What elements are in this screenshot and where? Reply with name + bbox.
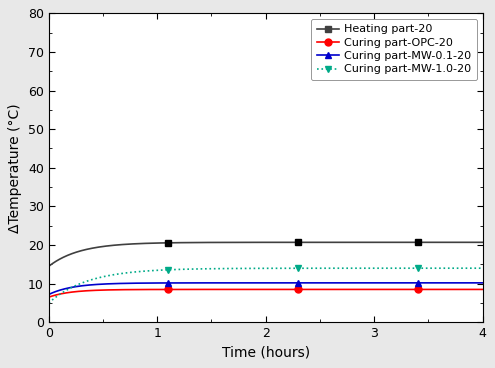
Curing part-OPC-20 bbox=[373, 287, 379, 291]
Line: Heating part-20: Heating part-20 bbox=[49, 242, 483, 266]
Legend: Heating part-20, Curing part-OPC-20, Curing part-MW-0.1-20, Curing part-MW-1.0-2: Heating part-20, Curing part-OPC-20, Cur… bbox=[311, 19, 477, 80]
Curing part-OPC-20 bbox=[336, 287, 342, 291]
Curing part-MW-0.1-20 bbox=[123, 281, 129, 286]
Curing part-MW-1.0-20 bbox=[336, 266, 342, 270]
Curing part-MW-0.1-20 bbox=[46, 292, 51, 297]
Curing part-MW-0.1-20 bbox=[373, 281, 379, 285]
Curing part-MW-1.0-20 bbox=[46, 301, 51, 305]
Y-axis label: ΔTemperature (°C): ΔTemperature (°C) bbox=[8, 103, 22, 233]
Curing part-MW-1.0-20 bbox=[242, 266, 248, 270]
Curing part-MW-1.0-20 bbox=[157, 268, 163, 272]
Curing part-MW-0.1-20 bbox=[336, 281, 342, 285]
Curing part-OPC-20 bbox=[242, 287, 248, 291]
Curing part-OPC-20 bbox=[123, 287, 129, 292]
Curing part-OPC-20 bbox=[46, 295, 51, 299]
Curing part-MW-1.0-20 bbox=[301, 266, 307, 270]
Heating part-20 bbox=[480, 240, 486, 244]
Heating part-20 bbox=[46, 264, 51, 269]
Curing part-MW-0.1-20 bbox=[480, 281, 486, 285]
Curing part-OPC-20 bbox=[157, 287, 163, 292]
Heating part-20 bbox=[242, 240, 248, 245]
Heating part-20 bbox=[336, 240, 342, 244]
Curing part-OPC-20 bbox=[301, 287, 307, 291]
Curing part-MW-0.1-20 bbox=[301, 281, 307, 285]
X-axis label: Time (hours): Time (hours) bbox=[222, 346, 310, 360]
Curing part-MW-1.0-20 bbox=[373, 266, 379, 270]
Heating part-20 bbox=[373, 240, 379, 244]
Curing part-MW-0.1-20 bbox=[157, 281, 163, 285]
Curing part-OPC-20 bbox=[480, 287, 486, 291]
Curing part-MW-1.0-20 bbox=[480, 266, 486, 270]
Heating part-20 bbox=[301, 240, 307, 244]
Curing part-MW-0.1-20 bbox=[242, 281, 248, 285]
Heating part-20 bbox=[157, 241, 163, 245]
Line: Curing part-OPC-20: Curing part-OPC-20 bbox=[49, 289, 483, 297]
Curing part-MW-1.0-20 bbox=[123, 271, 129, 275]
Line: Curing part-MW-1.0-20: Curing part-MW-1.0-20 bbox=[49, 268, 483, 303]
Line: Curing part-MW-0.1-20: Curing part-MW-0.1-20 bbox=[49, 283, 483, 294]
Heating part-20 bbox=[123, 242, 129, 247]
